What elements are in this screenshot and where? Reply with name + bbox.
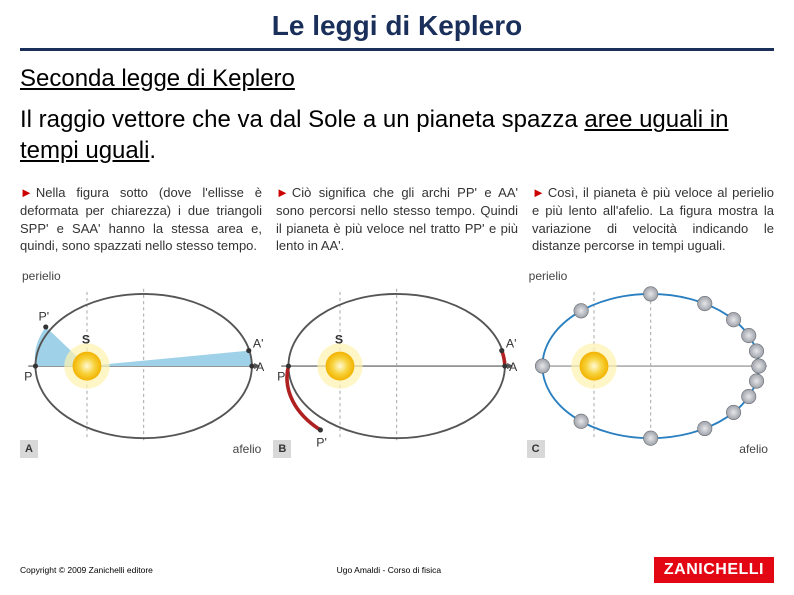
column-3: ►Così, il pianeta è più veloce al periel… — [532, 184, 774, 254]
main-text-suffix: . — [149, 137, 156, 164]
figure-label-a: A — [20, 440, 38, 458]
brand-logo: ZANICHELLI — [654, 557, 774, 583]
footer: Copyright © 2009 Zanichelli editore Ugo … — [20, 557, 774, 583]
col3-text: Così, il pianeta è più veloce al perieli… — [532, 185, 774, 253]
svg-text:S: S — [82, 332, 90, 346]
column-2: ►Ciò significa che gli archi PP' e AA' s… — [276, 184, 518, 254]
page-title: Le leggi di Keplero — [20, 10, 774, 51]
bullet-icon: ► — [532, 185, 545, 200]
figure-c: perielio — [527, 263, 774, 459]
svg-text:A: A — [256, 360, 265, 374]
col2-text: Ciò significa che gli archi PP' e AA' so… — [276, 185, 518, 253]
svg-text:P': P' — [317, 435, 328, 449]
svg-text:A': A' — [506, 336, 517, 350]
main-text-prefix: Il raggio vettore che va dal Sole a un p… — [20, 106, 584, 133]
text-columns: ►Nella figura sotto (dove l'ellisse è de… — [20, 184, 774, 254]
figure-c-svg — [527, 263, 774, 459]
svg-text:P: P — [24, 369, 32, 383]
column-1: ►Nella figura sotto (dove l'ellisse è de… — [20, 184, 262, 254]
figure-label-b: B — [273, 440, 291, 458]
main-text: Il raggio vettore che va dal Sole a un p… — [20, 105, 774, 166]
svg-text:A: A — [509, 360, 518, 374]
afelio-label: afelio — [233, 442, 262, 456]
figure-b: S P A A' P' B — [273, 263, 520, 459]
figures-row: perielio — [20, 263, 774, 459]
figure-b-svg: S P A A' P' — [273, 263, 520, 459]
bullet-icon: ► — [276, 185, 289, 200]
afelio-label: afelio — [739, 442, 768, 456]
col1-text: Nella figura sotto (dove l'ellisse è def… — [20, 185, 262, 253]
figure-a: perielio — [20, 263, 267, 459]
perielio-label: perielio — [529, 269, 568, 283]
perielio-label: perielio — [22, 269, 61, 283]
figure-label-c: C — [527, 440, 545, 458]
footer-author: Ugo Amaldi - Corso di fisica — [337, 565, 441, 575]
figure-a-svg: S P A A' P' — [20, 263, 267, 459]
svg-text:P': P' — [39, 309, 50, 323]
footer-copyright: Copyright © 2009 Zanichelli editore — [20, 565, 153, 575]
section-subtitle: Seconda legge di Keplero — [20, 65, 774, 93]
svg-text:S: S — [335, 332, 343, 346]
svg-text:P: P — [277, 369, 285, 383]
svg-text:A': A' — [253, 336, 264, 350]
bullet-icon: ► — [20, 185, 33, 200]
